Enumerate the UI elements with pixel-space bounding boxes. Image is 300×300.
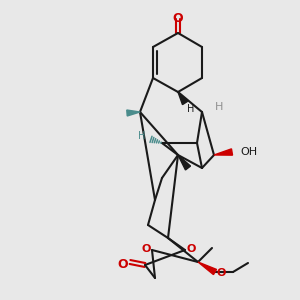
Polygon shape — [214, 149, 232, 155]
Text: O: O — [216, 268, 226, 278]
Polygon shape — [198, 262, 217, 274]
Text: H: H — [215, 102, 223, 112]
Text: O: O — [141, 244, 151, 254]
Text: H: H — [138, 131, 146, 141]
Polygon shape — [178, 155, 190, 170]
Polygon shape — [178, 92, 188, 105]
Text: H: H — [187, 104, 195, 114]
Text: OH: OH — [240, 147, 257, 157]
Text: O: O — [118, 257, 128, 271]
Polygon shape — [127, 110, 140, 116]
Text: O: O — [186, 244, 196, 254]
Text: O: O — [173, 11, 183, 25]
